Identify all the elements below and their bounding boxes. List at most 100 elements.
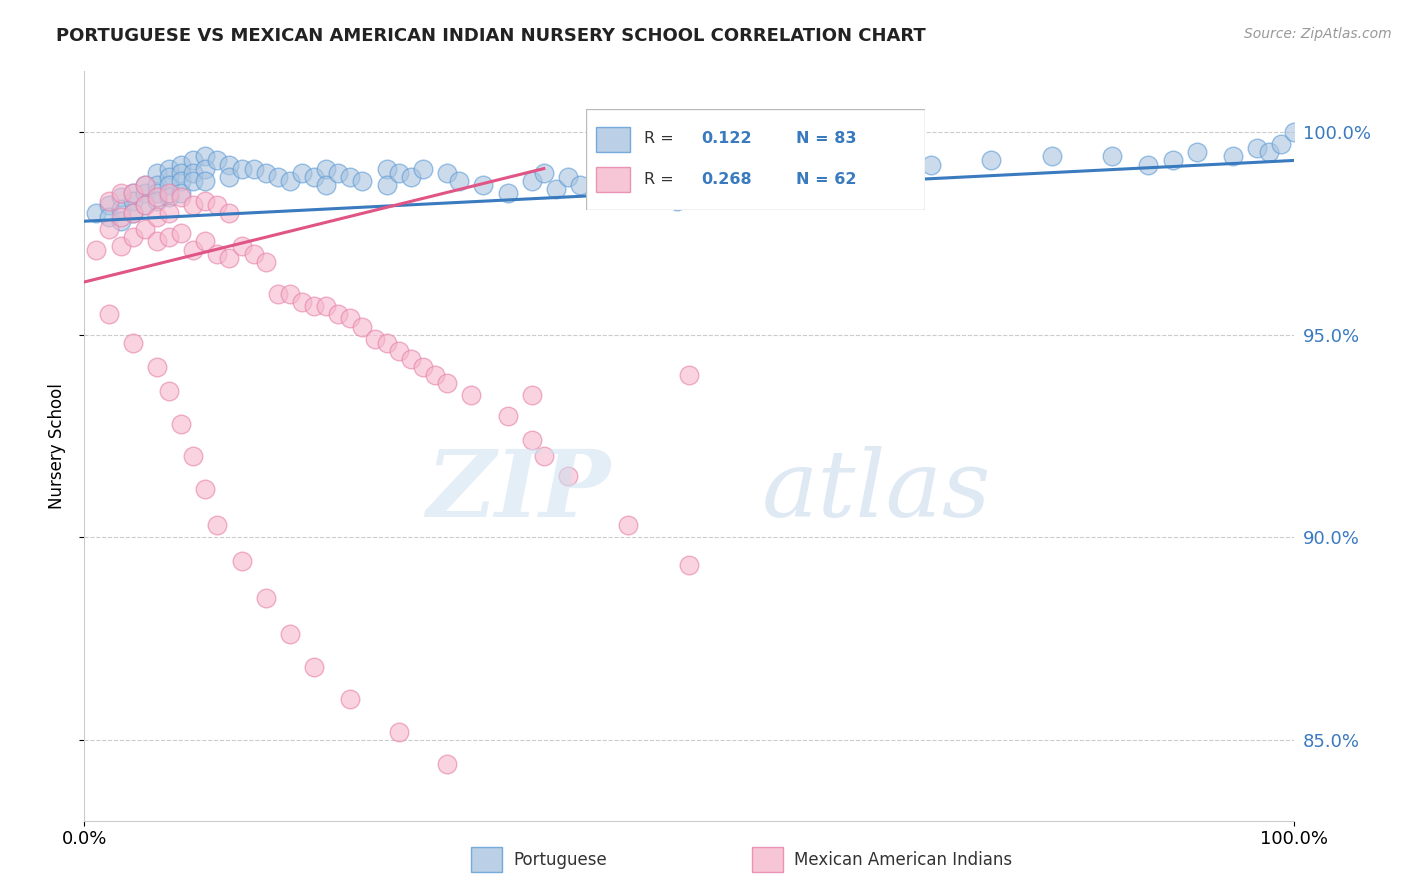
- Text: Source: ZipAtlas.com: Source: ZipAtlas.com: [1244, 27, 1392, 41]
- Point: [254, 166, 277, 180]
- Point: [134, 178, 156, 192]
- Point: [630, 190, 652, 204]
- Point: [472, 178, 495, 192]
- Point: [569, 178, 592, 192]
- Point: [170, 166, 193, 180]
- Point: [520, 388, 543, 402]
- Text: PORTUGUESE VS MEXICAN AMERICAN INDIAN NURSERY SCHOOL CORRELATION CHART: PORTUGUESE VS MEXICAN AMERICAN INDIAN NU…: [56, 27, 927, 45]
- Point: [86, 206, 108, 220]
- Point: [1282, 125, 1305, 139]
- Point: [352, 174, 374, 188]
- Point: [207, 153, 229, 168]
- Point: [520, 433, 543, 447]
- Point: [218, 206, 240, 220]
- Point: [97, 194, 120, 208]
- Point: [157, 230, 180, 244]
- Point: [194, 482, 217, 496]
- Point: [1185, 145, 1208, 160]
- Point: [170, 174, 193, 188]
- Point: [375, 178, 398, 192]
- Point: [231, 161, 253, 176]
- Point: [1270, 137, 1292, 152]
- Point: [654, 178, 676, 192]
- Point: [181, 198, 204, 212]
- Point: [194, 161, 217, 176]
- Point: [97, 210, 120, 224]
- Point: [110, 190, 132, 204]
- Point: [436, 166, 458, 180]
- Point: [157, 161, 180, 176]
- Point: [181, 449, 204, 463]
- Point: [605, 161, 627, 176]
- Point: [194, 194, 217, 208]
- Point: [110, 186, 132, 200]
- Point: [291, 166, 314, 180]
- Text: Portuguese: Portuguese: [513, 851, 607, 869]
- Point: [157, 206, 180, 220]
- Point: [134, 198, 156, 212]
- Point: [207, 246, 229, 260]
- Point: [328, 166, 350, 180]
- Point: [436, 756, 458, 771]
- Point: [375, 335, 398, 350]
- Point: [121, 206, 143, 220]
- Point: [738, 157, 761, 171]
- Point: [617, 174, 640, 188]
- Point: [449, 174, 471, 188]
- Point: [218, 157, 240, 171]
- Point: [339, 311, 361, 326]
- Point: [678, 368, 700, 383]
- Text: ZIP: ZIP: [426, 446, 610, 536]
- Point: [388, 343, 411, 358]
- Point: [146, 178, 169, 192]
- Point: [157, 384, 180, 399]
- Text: atlas: atlas: [762, 446, 991, 536]
- Point: [363, 332, 385, 346]
- Point: [146, 166, 169, 180]
- Point: [157, 190, 180, 204]
- Point: [121, 335, 143, 350]
- Point: [460, 388, 482, 402]
- Point: [544, 182, 567, 196]
- Point: [254, 254, 277, 268]
- Point: [170, 227, 193, 241]
- Point: [134, 186, 156, 200]
- Point: [278, 174, 301, 188]
- Point: [97, 307, 120, 321]
- Point: [121, 186, 143, 200]
- Point: [194, 235, 217, 249]
- Point: [399, 351, 422, 366]
- Point: [315, 299, 337, 313]
- Point: [242, 161, 264, 176]
- Point: [121, 230, 143, 244]
- Point: [423, 368, 446, 383]
- Point: [302, 169, 325, 184]
- Point: [302, 299, 325, 313]
- Point: [496, 409, 519, 423]
- Point: [170, 190, 193, 204]
- Point: [97, 222, 120, 236]
- Point: [181, 166, 204, 180]
- Point: [920, 157, 942, 171]
- Point: [267, 169, 290, 184]
- Point: [157, 169, 180, 184]
- Text: Mexican American Indians: Mexican American Indians: [794, 851, 1012, 869]
- Point: [134, 178, 156, 192]
- Point: [328, 307, 350, 321]
- Point: [533, 449, 555, 463]
- Point: [207, 198, 229, 212]
- Point: [134, 222, 156, 236]
- Point: [170, 157, 193, 171]
- Point: [388, 724, 411, 739]
- Point: [1040, 149, 1063, 163]
- Point: [1137, 157, 1160, 171]
- Point: [278, 627, 301, 641]
- Point: [678, 558, 700, 573]
- Y-axis label: Nursery School: Nursery School: [48, 383, 66, 509]
- Point: [194, 149, 217, 163]
- Point: [242, 246, 264, 260]
- Point: [146, 359, 169, 374]
- Point: [97, 198, 120, 212]
- Point: [181, 153, 204, 168]
- Point: [121, 186, 143, 200]
